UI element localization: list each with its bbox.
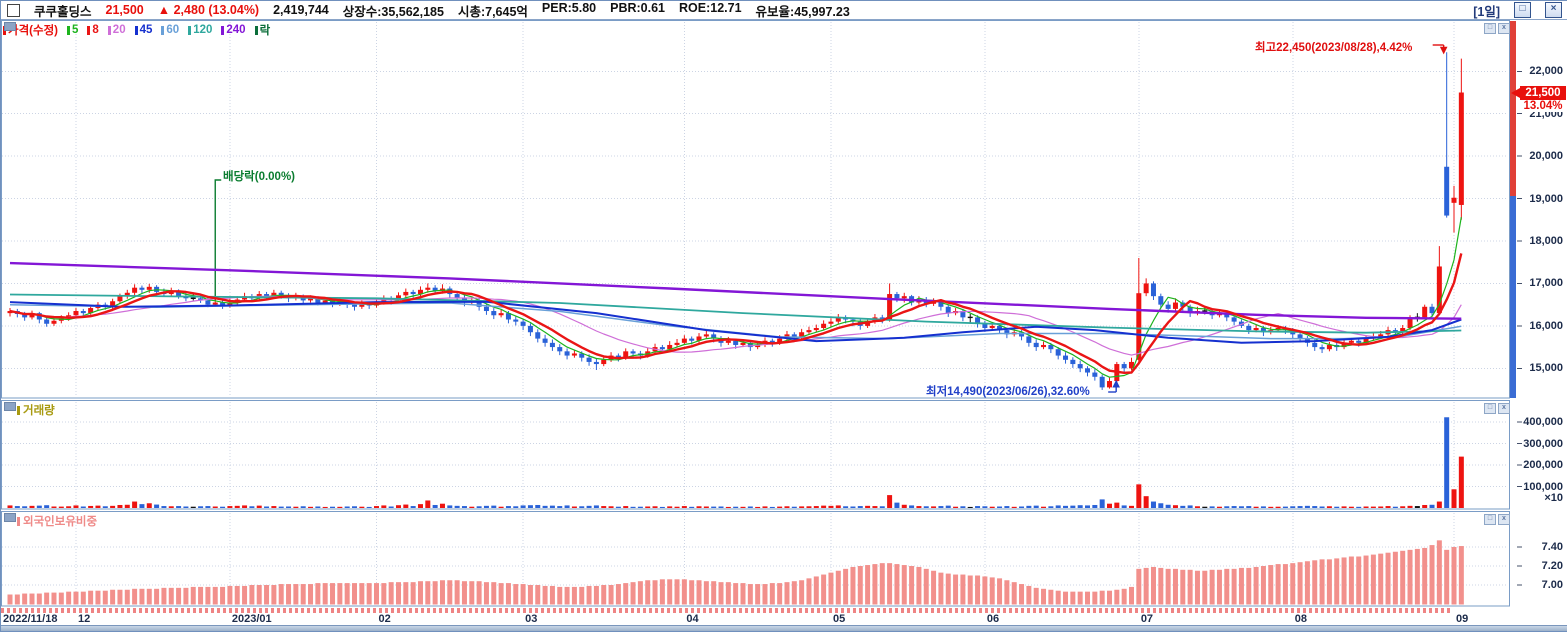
header-bar: 쿠쿠홀딩스 21,500 ▲ 2,480 (13.04%) 2,419,744 …: [1, 1, 1567, 20]
price-axis-label: 15,000: [1529, 362, 1563, 375]
header-stat: 상장수:35,562,185: [342, 4, 444, 19]
x-axis-label: 05: [832, 613, 846, 625]
header-stat: ROE:12.71: [679, 0, 742, 15]
foreign-pane-label: 외국인보유비중: [17, 513, 97, 529]
header-stat: 시총:7,645억: [457, 4, 528, 19]
current-price-badge: 21,500: [1520, 86, 1566, 100]
x-axis-label: 08: [1294, 613, 1307, 625]
x-axis-label: 2022/11/18: [3, 613, 58, 625]
stock-title: 쿠쿠홀딩스: [34, 4, 92, 19]
volume-axis-label: 300,000: [1523, 437, 1563, 450]
volume-axis-label: 100,000: [1523, 480, 1563, 493]
high-annotation-arrow-icon: [1432, 44, 1448, 55]
price-axis-label: 19,000: [1529, 192, 1563, 205]
foreign-axis-label: 7.40: [1541, 541, 1563, 553]
price-range-indicator-bar: [1510, 21, 1520, 398]
header-stat: PBR:0.61: [610, 0, 665, 15]
current-change-badge: 13.04%: [1520, 100, 1566, 112]
close-window-button[interactable]: ×: [1545, 2, 1562, 18]
horizontal-scrollbar[interactable]: [1, 608, 1453, 613]
stock-checkbox[interactable]: [7, 3, 20, 17]
ma-8-line: [9, 253, 1463, 374]
x-axis-label: 09: [1456, 613, 1469, 625]
x-axis-label: 04: [686, 613, 699, 625]
volume-legend-marker-icon: [17, 405, 20, 415]
volume-pane-label: 거래량: [17, 402, 55, 418]
current-price: 21,500: [105, 3, 144, 17]
foreign-pane-restore-icon[interactable]: □: [1484, 514, 1496, 525]
volume-pane-restore-icon[interactable]: □: [1484, 403, 1496, 414]
price-axis-label: 18,000: [1529, 235, 1563, 247]
volume-axis-label: 400,000: [1523, 416, 1563, 428]
up-arrow-icon: ▲: [157, 3, 171, 17]
ma-240-line: [9, 261, 1462, 320]
price-axis-label: 17,000: [1529, 277, 1563, 290]
change-info: ▲ 2,480 (13.04%): [158, 3, 259, 17]
low-annotation: 최저14,490(2023/06/26),32.60%: [926, 386, 1090, 398]
change-percent: (13.04%): [208, 3, 260, 17]
window-bottom-edge: [1, 625, 1567, 631]
low-annotation-arrow-icon: [1108, 379, 1120, 393]
foreign-pane-handle-icon[interactable]: [4, 513, 16, 522]
current-price-arrow-icon: [1511, 88, 1520, 98]
foreign-axis-label: 7.00: [1541, 579, 1563, 591]
x-axis-label: 07: [1140, 613, 1154, 625]
foreign-axis-label: 7.20: [1541, 560, 1563, 572]
price-pane-restore-icon[interactable]: □: [1484, 23, 1496, 34]
price-axis-label: 20,000: [1529, 150, 1563, 163]
exdiv-marker-line: [214, 179, 222, 301]
restore-window-button[interactable]: □: [1514, 2, 1531, 18]
foreign-ratio-bars: [7, 540, 1464, 605]
x-axis-label: 2023/01: [231, 613, 272, 625]
high-annotation: 최고22,450(2023/08/28),4.42%: [1255, 42, 1413, 54]
volume-pane-buttons: □ x: [1484, 403, 1510, 414]
price-pane-handle-icon[interactable]: [4, 22, 16, 31]
price-axis-label: 16,000: [1529, 319, 1563, 332]
volume-pane-close-icon[interactable]: x: [1498, 403, 1510, 414]
foreign-legend-marker-icon: [17, 516, 20, 526]
price-pane-close-icon[interactable]: x: [1498, 23, 1510, 34]
x-axis-label: 03: [525, 613, 538, 625]
x-axis-label: 02: [378, 613, 391, 625]
price-pane-buttons: □ x: [1484, 23, 1510, 34]
volume-bars: [7, 417, 1464, 508]
axis-ticks: [1517, 70, 1522, 586]
header-stat: PER:5.80: [541, 0, 597, 15]
period-indicator[interactable]: [1일]: [1473, 4, 1500, 19]
volume-axis-unit: ×10: [1544, 492, 1563, 504]
volume-pane-handle-icon[interactable]: [4, 402, 16, 411]
foreign-pane-close-icon[interactable]: x: [1498, 514, 1510, 525]
exdiv-annotation: 배당락(0.00%): [223, 171, 296, 183]
x-axis-label: 06: [986, 613, 1000, 625]
price-axis-label: 22,000: [1529, 65, 1563, 78]
pane-borders: [1, 20, 1510, 607]
header-stats: 상장수:35,562,185 시총:7,645억 PER:5.80 PBR:0.61 R…: [343, 1, 850, 20]
foreign-pane-buttons: □ x: [1484, 514, 1510, 525]
x-axis-label: 12: [77, 613, 91, 625]
change-value: 2,480: [173, 3, 205, 17]
day-volume: 2,419,744: [273, 3, 329, 17]
header-stat: 유보율:45,997.23: [755, 4, 850, 19]
volume-axis-label: 200,000: [1523, 459, 1563, 471]
